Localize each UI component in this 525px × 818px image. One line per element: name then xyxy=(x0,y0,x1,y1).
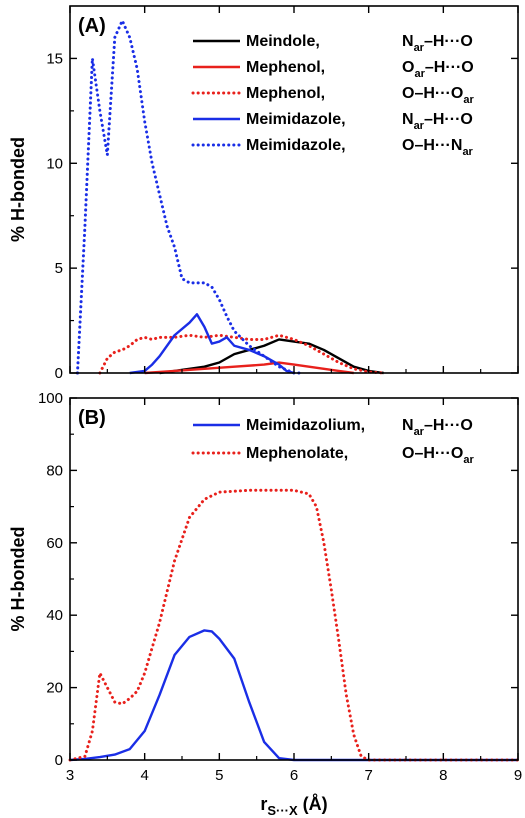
panel-a-series-line-0 xyxy=(159,338,384,375)
panel-b-legend-name: Mephenolate, xyxy=(246,445,348,462)
panel-b-y-tick-label: 80 xyxy=(46,462,63,479)
panel-a-legend-name: Meimidazole, xyxy=(246,137,346,154)
panel-a-legend-name: Mephenol, xyxy=(246,85,325,102)
panel-b-series-line-1 xyxy=(68,488,520,762)
panel-a-legend-bond: Nar–H···O xyxy=(402,33,473,54)
panel-a-y-tick-label: 10 xyxy=(46,155,63,172)
panel-a-series-line-3 xyxy=(129,313,295,375)
panel-b-legend-bond: O–H···Oar xyxy=(402,445,474,466)
panel-b-series xyxy=(68,488,520,762)
panel-a-y-tick-label: 15 xyxy=(46,50,63,67)
panel-b-y-tick-label: 60 xyxy=(46,535,63,552)
panel-b-chart: 3 4 5 6 7 8 9 0 20 40 60 80 100 % H-bonded rS···X (Å) (… xyxy=(8,390,522,818)
panel-a-legend-bond: O–H···Oar xyxy=(402,85,474,106)
panel-a-series-line-1 xyxy=(144,361,354,375)
panel-a-series-line-2 xyxy=(98,333,386,375)
panel-a-series-line-4 xyxy=(75,19,303,375)
panel-a-y-axis-title: % H-bonded xyxy=(8,137,28,242)
panel-b-legend-name: Meimidazolium, xyxy=(246,417,365,434)
panel-b-x-tick-label: 3 xyxy=(66,767,74,784)
panel-b-x-tick-label: 9 xyxy=(514,767,522,784)
panel-a-series xyxy=(75,19,386,375)
panel-a-y-tick-label: 0 xyxy=(55,365,63,382)
panel-b-legend-bond: Nar–H···O xyxy=(402,417,473,438)
panel-b-y-tick-label: 40 xyxy=(46,607,63,624)
panel-b-x-axis-title: rS···X (Å) xyxy=(260,794,327,818)
panel-a-legend-name: Meimidazole, xyxy=(246,111,346,128)
panel-b-x-tick-label: 7 xyxy=(364,767,372,784)
panel-b-y-tick-label: 100 xyxy=(38,390,63,407)
panel-b-y-axis-title: % H-bonded xyxy=(8,527,28,632)
panel-a-panel-label: (A) xyxy=(78,15,106,37)
panel-b-y-tick-label: 20 xyxy=(46,680,63,697)
panel-b-panel-label: (B) xyxy=(78,407,106,429)
panel-a-legend: Meindole, Nar–H···O Mephenol, Oar–H···O Meph… xyxy=(191,33,474,158)
panel-a-legend-bond: Nar–H···O xyxy=(402,111,473,132)
panel-a-legend-name: Mephenol, xyxy=(246,59,325,76)
panel-b-x-tick-label: 6 xyxy=(290,767,298,784)
panel-b-x-tick-label: 4 xyxy=(140,767,148,784)
panel-b-x-tick-label: 5 xyxy=(215,767,223,784)
panel-b-x-tick-label: 8 xyxy=(439,767,447,784)
panel-a-y-tick-label: 5 xyxy=(55,260,63,277)
panel-a-legend-bond: O–H···Nar xyxy=(402,137,474,158)
panel-b-legend: Meimidazolium, Nar–H···O Mephenolate, O–H··… xyxy=(191,417,474,466)
panel-a-legend-bond: Oar–H···O xyxy=(402,59,474,80)
panel-a-legend-name: Meindole, xyxy=(246,33,320,50)
panel-b-series-line-0 xyxy=(69,629,518,762)
panel-b-y-tick-label: 0 xyxy=(55,752,63,769)
panel-a-chart: 0 5 10 15 % H-bonded (A) Meindole, Nar–H···O Mep… xyxy=(8,5,519,382)
